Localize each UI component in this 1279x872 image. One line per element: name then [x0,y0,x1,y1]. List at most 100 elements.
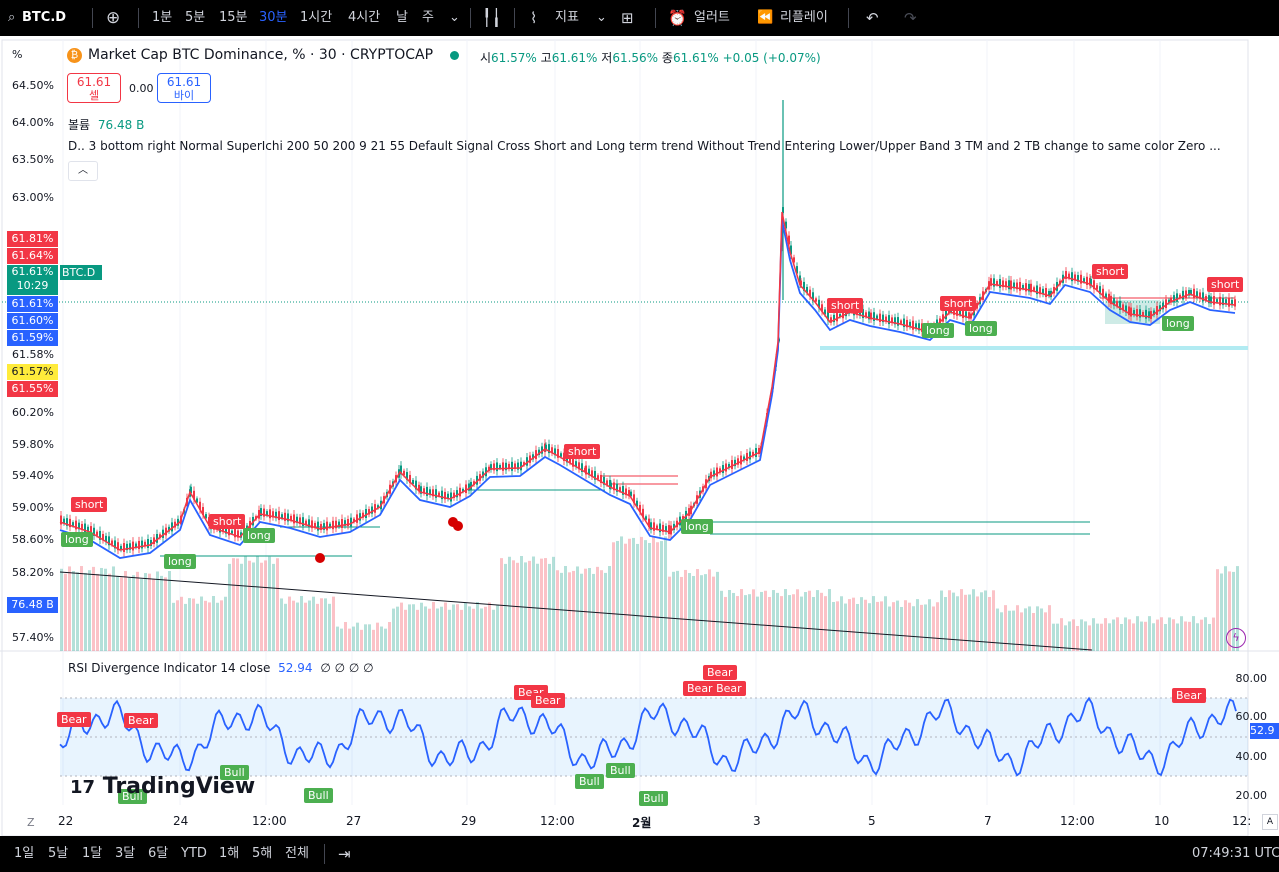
candle-body [290,515,292,521]
price-tag: 61.60% [7,313,58,329]
collapse-legend-button[interactable]: ︿ [68,161,98,181]
range-1d[interactable]: 1일 [14,846,35,861]
search-icon[interactable]: ⌕ [8,10,16,25]
candle-body [1225,299,1227,305]
range-1m[interactable]: 1달 [82,846,103,861]
volume-bar [64,573,67,651]
volume-bar [244,556,247,651]
interval-day[interactable]: 날 [396,10,408,25]
indicator-legend[interactable]: D.. 3 bottom right Normal SuperIchi 200 … [68,139,1221,153]
chevron-down-icon[interactable]: ⌄ [449,10,460,25]
layout-grid-icon[interactable]: ⊞ [621,9,634,27]
interval-1h[interactable]: 1시간 [300,10,333,25]
zoom-toggle-icon[interactable]: Z [27,816,35,829]
sell-button[interactable]: 61.61 셀 [67,73,121,103]
volume-bar [808,590,811,651]
volume-bar [160,575,163,651]
undo-icon[interactable]: ↶ [866,9,879,27]
candle-body [423,488,425,494]
candle-body [656,525,658,529]
bull-signal-label: Bull [575,774,604,789]
candle-body [803,281,805,291]
interval-15m[interactable]: 15분 [219,10,248,25]
add-symbol-icon[interactable]: ⊕ [106,8,121,28]
volume-bar [324,598,327,651]
candle-body [1153,310,1155,316]
alerts-button[interactable]: 얼러트 [694,10,730,25]
candle-body [1193,288,1195,298]
candle-body [435,489,437,498]
replay-icon[interactable]: ⏪ [757,10,774,25]
candle-body [788,235,790,245]
candle-body [476,475,478,485]
candle-body [72,522,74,526]
market-status-icon[interactable] [450,51,459,60]
chevron-down-icon[interactable]: ⌄ [596,10,607,25]
chart-title[interactable]: Market Cap BTC Dominance, % · 30 · CRYPT… [88,47,434,63]
indicators-button[interactable]: 지표 [555,10,579,25]
volume-bar [732,592,735,651]
volume-bar [940,590,943,651]
candle-body [338,521,340,527]
candle-body [827,311,829,321]
interval-5m[interactable]: 5분 [185,10,206,25]
buy-button[interactable]: 61.61 바이 [157,73,211,103]
candle-body [508,463,510,469]
range-1y[interactable]: 1해 [219,846,240,861]
candle-body [585,465,587,475]
indicators-icon[interactable]: ⌇ [530,9,538,27]
candle-body [302,517,304,527]
range-6m[interactable]: 6달 [148,846,169,861]
range-all[interactable]: 전체 [285,846,309,861]
replay-button[interactable]: 리플레이 [780,10,828,25]
candle-body [490,464,492,470]
candle-body [520,461,522,471]
range-3m[interactable]: 3달 [115,846,136,861]
candle-body [296,516,298,523]
candle-body [432,489,434,497]
interval-30m[interactable]: 30분 [259,10,288,25]
candle-style-icon[interactable]: ╿╽ [482,8,502,27]
candle-body [365,509,367,518]
volume-bar [676,570,679,651]
candle-body [1074,274,1076,281]
candle-body [356,514,358,523]
volume-bar [272,563,275,651]
long-signal-label: long [965,321,997,336]
candle-body [1099,286,1101,295]
volume-bar [476,602,479,651]
symbol-name[interactable]: BTC.D [22,10,67,25]
volume-bar [544,558,547,651]
auto-scale-button[interactable]: A [1262,814,1278,830]
interval-4h[interactable]: 4시간 [348,10,381,25]
candle-body [1130,307,1132,317]
interval-week[interactable]: 주 [422,10,434,25]
date-range-icon[interactable]: ⇥ [338,845,351,863]
candle-body [341,519,343,528]
candle-body [444,491,446,500]
candle-body [237,530,239,538]
rsi-legend[interactable]: RSI Divergence Indicator 14 close 52.94 … [68,661,374,675]
lightning-icon[interactable]: ϟ [1226,628,1246,648]
price-tag: 61.81% [7,231,58,247]
redo-icon[interactable]: ↷ [904,9,917,27]
volume-legend[interactable]: 볼륨 76.48 B [68,116,144,133]
volume-bar [784,589,787,651]
range-5d[interactable]: 5날 [48,846,69,861]
volume-bar [292,600,295,651]
time-axis-label: 5 [868,814,876,828]
interval-1m[interactable]: 1분 [152,10,173,25]
range-5y[interactable]: 5해 [252,846,273,861]
volume-bar [400,602,403,651]
candle-body [275,511,277,519]
candle-body [193,490,195,500]
volume-bar [992,590,995,651]
alarm-icon[interactable]: ⏰ [668,9,687,27]
range-ytd[interactable]: YTD [181,846,207,861]
volume-bar [684,569,687,651]
candle-body [90,526,92,534]
clock[interactable]: 07:49:31 UTC- [1192,846,1279,861]
volume-bar [664,536,667,651]
volume-bar [344,622,347,651]
bull-signal-label: Bull [220,765,249,780]
